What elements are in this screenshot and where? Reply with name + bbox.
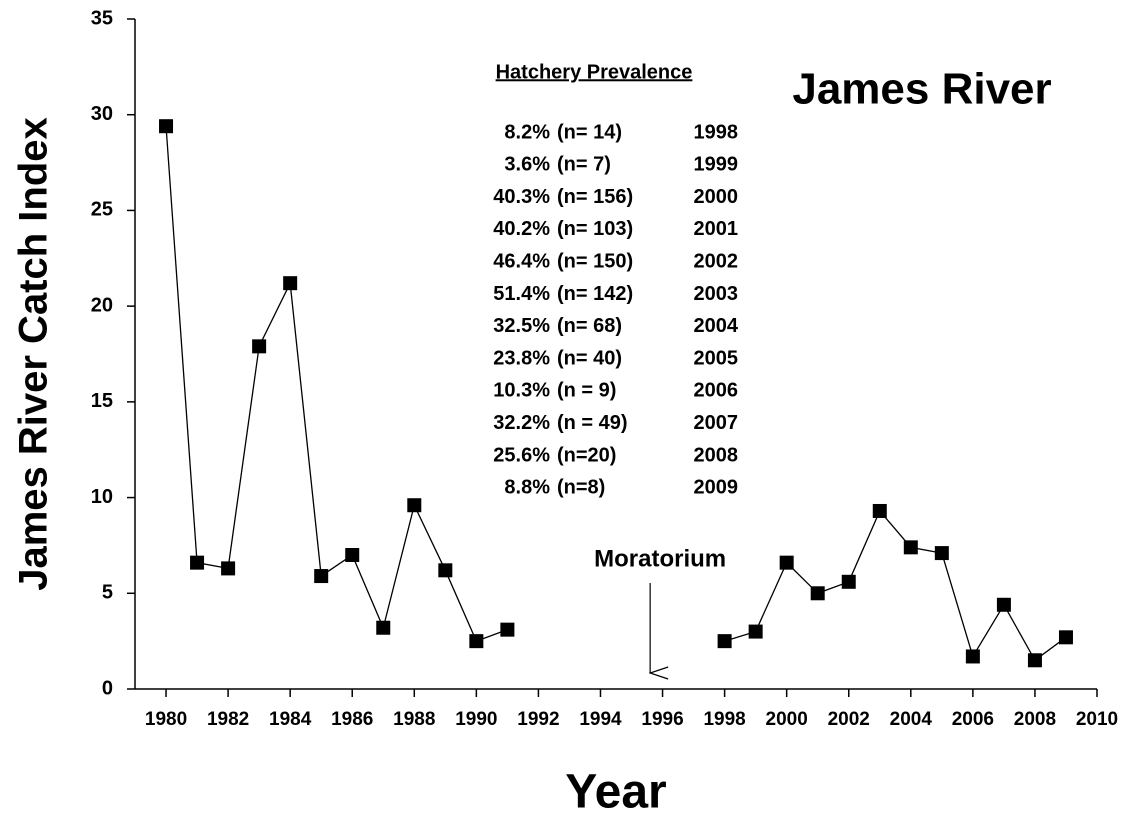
data-point	[996, 597, 1011, 612]
data-point	[376, 620, 391, 635]
x-tick-label: 2004	[890, 709, 933, 730]
chart-title: James River	[792, 65, 1051, 114]
x-tick-label: 2002	[828, 709, 870, 730]
data-point	[717, 634, 732, 649]
table-year: 2007	[694, 412, 739, 434]
data-point	[283, 276, 298, 291]
table-count: (n= 7)	[557, 154, 611, 176]
table-year: 2009	[694, 477, 739, 499]
x-tick-label: 2000	[766, 709, 808, 730]
table-percent: 23.8%	[493, 347, 550, 369]
table-year: 2005	[694, 347, 739, 369]
table-count: (n= 150)	[557, 250, 633, 272]
table-percent: 25.6%	[493, 444, 550, 466]
table-year: 2002	[694, 250, 739, 272]
data-point	[345, 548, 360, 562]
table-count: (n = 9)	[557, 380, 616, 402]
data-point	[221, 561, 236, 576]
data-point	[314, 569, 329, 584]
annotation: Moratorium	[594, 545, 726, 572]
table-year: 2000	[694, 186, 739, 208]
x-tick-label: 1992	[517, 709, 559, 730]
table-percent: 32.5%	[493, 315, 550, 337]
data-point	[841, 574, 856, 589]
table-year: 2004	[694, 315, 739, 337]
data-point	[469, 634, 484, 649]
data-point	[779, 555, 794, 570]
table-percent: 8.2%	[504, 121, 550, 143]
data-point	[903, 540, 918, 555]
table-year: 1999	[694, 154, 739, 176]
data-point	[872, 503, 887, 518]
data-point	[965, 649, 980, 664]
table-count: (n= 40)	[557, 347, 622, 369]
table-count: (n= 68)	[557, 315, 622, 337]
data-point	[159, 119, 174, 134]
x-tick-label: 1988	[393, 709, 435, 730]
table-year: 2006	[694, 380, 739, 402]
x-tick-label: 1986	[331, 709, 373, 730]
y-tick-label: 25	[91, 199, 113, 221]
data-point	[1058, 630, 1073, 645]
table-percent: 40.2%	[493, 218, 550, 240]
data-point	[438, 563, 453, 578]
data-point	[500, 622, 515, 637]
table-count: (n=8)	[557, 477, 605, 499]
data-point	[407, 498, 422, 513]
y-tick-label: 0	[102, 677, 113, 699]
y-tick-label: 5	[102, 582, 113, 604]
table-year: 1998	[694, 121, 739, 143]
x-tick-label: 1996	[641, 709, 683, 730]
x-tick-label: 1994	[579, 709, 622, 730]
x-tick-label: 2006	[952, 709, 994, 730]
data-point	[190, 555, 205, 570]
table-percent: 40.3%	[493, 186, 550, 208]
table-year: 2003	[694, 283, 739, 305]
y-axis-label: James River Catch Index	[12, 117, 56, 591]
data-point	[1027, 653, 1042, 668]
x-tick-label: 1982	[207, 709, 249, 730]
table-title: Hatchery Prevalence	[496, 61, 693, 83]
x-tick-label: 2010	[1076, 709, 1118, 730]
table-count: (n = 49)	[557, 412, 628, 434]
y-tick-label: 30	[91, 103, 113, 125]
x-axis-label: Year	[565, 766, 666, 819]
x-tick-label: 1980	[145, 709, 187, 730]
table-percent: 8.8%	[504, 477, 550, 499]
table-percent: 32.2%	[493, 412, 550, 434]
table-percent: 10.3%	[493, 380, 550, 402]
table-percent: 3.6%	[504, 154, 550, 176]
table-percent: 46.4%	[493, 250, 550, 272]
data-point	[748, 624, 763, 639]
table-count: (n= 142)	[557, 283, 633, 305]
table-year: 2001	[694, 218, 739, 240]
table-count: (n= 103)	[557, 218, 633, 240]
x-tick-label: 1984	[269, 709, 312, 730]
y-tick-label: 15	[91, 390, 113, 412]
data-point	[810, 586, 825, 601]
x-tick-label: 1998	[703, 709, 745, 730]
table-count: (n=20)	[557, 444, 616, 466]
x-tick-label: 1990	[455, 709, 497, 730]
x-tick-label: 2008	[1014, 709, 1056, 730]
y-tick-label: 35	[91, 7, 113, 29]
data-point	[252, 339, 267, 354]
y-tick-label: 10	[91, 486, 113, 508]
table-count: (n= 14)	[557, 121, 622, 143]
y-tick-label: 20	[91, 294, 113, 316]
table-count: (n= 156)	[557, 186, 633, 208]
table-year: 2008	[694, 444, 739, 466]
data-point	[934, 546, 949, 561]
table-percent: 51.4%	[493, 283, 550, 305]
